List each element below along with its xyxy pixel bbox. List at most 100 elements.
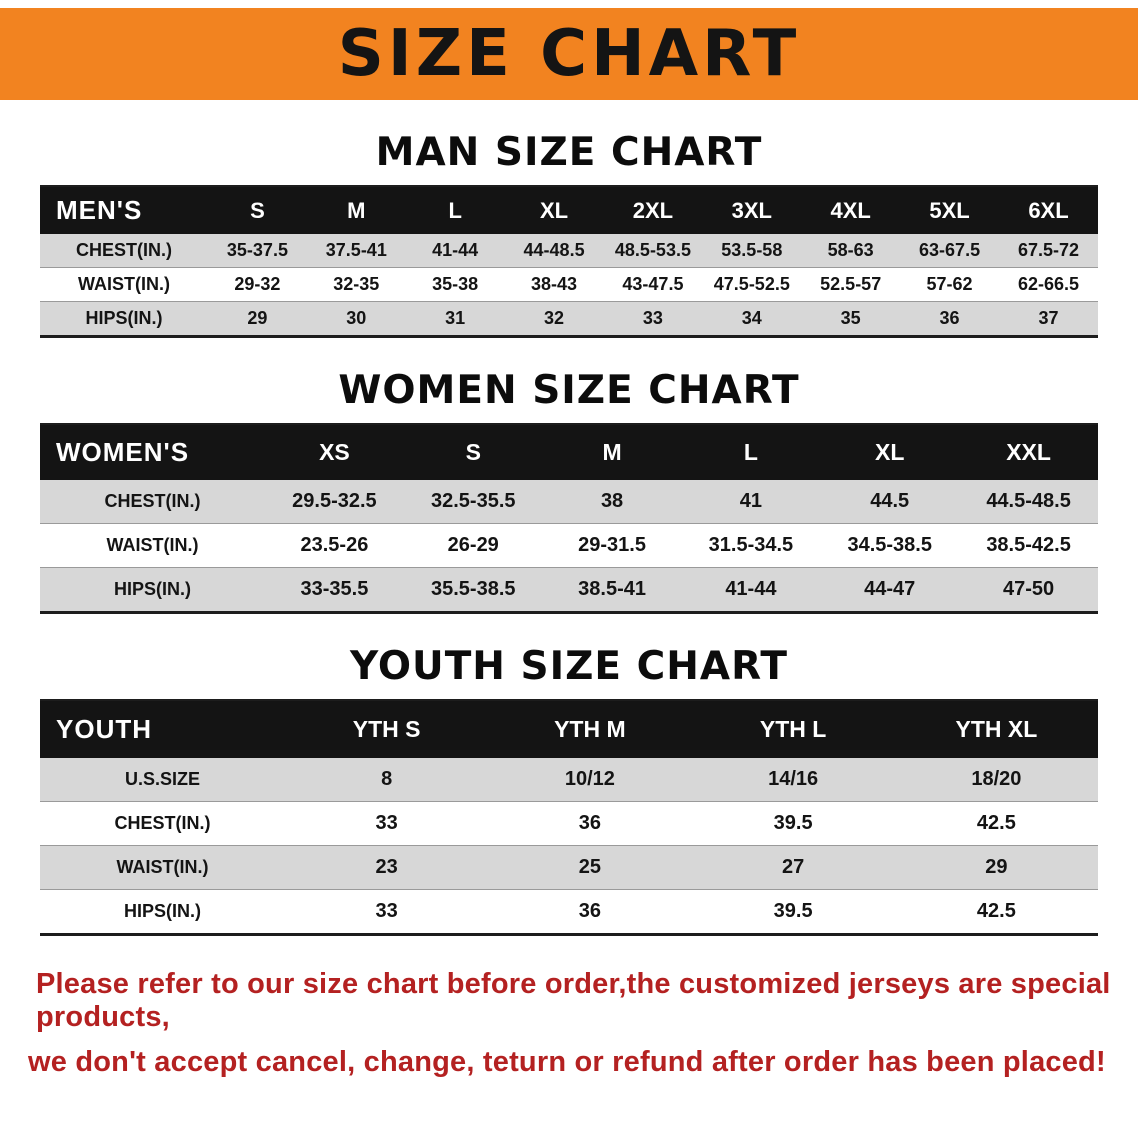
disclaimer-line-2: we don't accept cancel, change, teturn o… [28,1046,1106,1078]
size-value-cell: 29 [247,308,268,328]
youth-size-table: YOUTH YTH S YTH M YTH L YTH XL U.S.SIZE 8 10/12… [40,699,1098,936]
table-row: CHEST(IN.) 35-37.5 37.5-41 41-44 44-48.5 48.5… [40,234,1098,268]
size-column-header: XL [504,186,604,234]
table-row: WAIST(IN.) 23 25 27 29 [40,845,1098,890]
men-section-heading: MAN SIZE CHART [375,130,763,175]
size-value-cell: 32.5-35.5 [430,490,516,512]
size-value-cell: 35-37.5 [226,240,288,260]
size-value-cell: 35-38 [432,274,479,294]
size-value-cell: 36 [578,812,601,834]
table-corner-label: WOMEN'S [40,424,265,480]
size-value-cell: 41-44 [725,578,777,600]
table-row: HIPS(IN.) 29 30 31 32 33 34 35 36 37 [40,301,1098,337]
size-column-header: YTH L [691,700,895,758]
size-value-cell: 44-47 [864,578,916,600]
size-column-header: XS [265,424,404,480]
size-value-cell: 42.5 [976,812,1016,834]
size-value-cell: 47.5-52.5 [713,274,790,294]
row-label: U.S.SIZE [124,769,200,789]
size-value-cell: 10/12 [564,768,615,790]
size-value-cell: 32-35 [333,274,380,294]
table-corner-label: MEN'S [40,186,208,234]
size-column-header: M [306,186,406,234]
size-value-cell: 58-63 [827,240,874,260]
size-value-cell: 35.5-38.5 [430,578,516,600]
size-value-cell: 27 [782,856,805,878]
size-value-cell: 38.5-41 [578,578,646,600]
size-value-cell: 29.5-32.5 [292,490,377,512]
men-size-table: MEN'S S M L XL 2XL 3XL 4XL 5XL 6XL CHEST(IN.) 35-37… [40,185,1098,338]
size-value-cell: 38 [600,490,624,512]
size-column-header: YTH XL [894,700,1098,758]
row-label: CHEST(IN.) [114,813,211,833]
size-column-header: S [403,424,543,480]
size-value-cell: 41-44 [432,240,479,260]
size-value-cell: 32 [544,308,565,328]
size-value-cell: 38.5-42.5 [986,534,1071,556]
size-value-cell: 44.5 [870,490,910,512]
disclaimer: Please refer to our size chart before or… [0,968,1138,1079]
table-row: WAIST(IN.) 29-32 32-35 35-38 38-43 43-47.5 47.… [40,267,1098,302]
size-value-cell: 43-47.5 [622,274,684,294]
size-column-header: L [405,186,505,234]
table-row: CHEST(IN.) 33 36 39.5 42.5 [40,801,1098,846]
row-label: HIPS(IN.) [85,308,163,328]
size-value-cell: 34.5-38.5 [847,534,932,556]
size-value-cell: 33 [642,308,663,328]
table-header-row: MEN'S S M L XL 2XL 3XL 4XL 5XL 6XL [40,186,1098,234]
row-label: WAIST(IN.) [116,857,209,877]
size-value-cell: 31 [445,308,466,328]
size-value-cell: 39.5 [773,900,813,922]
size-value-cell: 26-29 [447,534,499,556]
size-column-header: YTH M [488,700,692,758]
size-column-header: M [542,424,682,480]
size-value-cell: 34 [741,308,762,328]
women-size-table: WOMEN'S XS S M L XL XXL CHEST(IN.) 29.5-32.5 32.5… [40,423,1098,614]
size-value-cell: 62-66.5 [1017,274,1080,294]
size-column-header: 4XL [801,186,901,234]
size-value-cell: 53.5-58 [721,240,783,260]
row-label: CHEST(IN.) [104,491,201,511]
size-value-cell: 23.5-26 [300,534,369,556]
size-column-header: 6XL [999,186,1098,234]
size-column-header: L [681,424,821,480]
size-value-cell: 14/16 [768,768,819,790]
table-header-row: WOMEN'S XS S M L XL XXL [40,424,1098,480]
size-value-cell: 23 [375,856,398,878]
size-value-cell: 36 [939,308,960,328]
table-row: HIPS(IN.) 33-35.5 35.5-38.5 38.5-41 41-44 44-… [40,567,1098,613]
row-label: CHEST(IN.) [76,240,172,260]
size-value-cell: 37.5-41 [325,240,387,260]
size-column-header: 2XL [603,186,703,234]
size-value-cell: 33 [375,812,398,834]
disclaimer-line-1: Please refer to our size chart before or… [36,968,1111,1033]
size-chart-banner: SIZE CHART [0,8,1138,100]
size-value-cell: 29 [985,856,1008,878]
size-column-header: 3XL [702,186,802,234]
size-value-cell: 18/20 [971,768,1022,790]
size-value-cell: 8 [381,768,393,790]
table-row: U.S.SIZE 8 10/12 14/16 18/20 [40,758,1098,802]
size-value-cell: 33 [375,900,398,922]
size-column-header: XXL [959,424,1098,480]
table-row: WAIST(IN.) 23.5-26 26-29 29-31.5 31.5-34.5 34… [40,523,1098,568]
size-value-cell: 63-67.5 [919,240,981,260]
size-value-cell: 47-50 [1002,578,1055,600]
row-label: WAIST(IN.) [106,535,199,555]
size-chart-title: SIZE CHART [337,17,801,91]
size-column-header: YTH S [285,700,489,758]
size-value-cell: 39.5 [773,812,813,834]
size-value-cell: 48.5-53.5 [614,240,691,260]
size-value-cell: 41 [739,490,763,512]
size-value-cell: 30 [346,308,367,328]
size-column-header: S [208,186,307,234]
size-column-header: XL [820,424,960,480]
youth-section-heading: YOUTH SIZE CHART [350,644,788,689]
size-value-cell: 37 [1038,308,1059,328]
table-row: HIPS(IN.) 33 36 39.5 42.5 [40,889,1098,935]
size-value-cell: 29-31.5 [578,534,646,556]
size-value-cell: 25 [578,856,601,878]
size-column-header: 5XL [900,186,999,234]
size-value-cell: 57-62 [926,274,973,294]
